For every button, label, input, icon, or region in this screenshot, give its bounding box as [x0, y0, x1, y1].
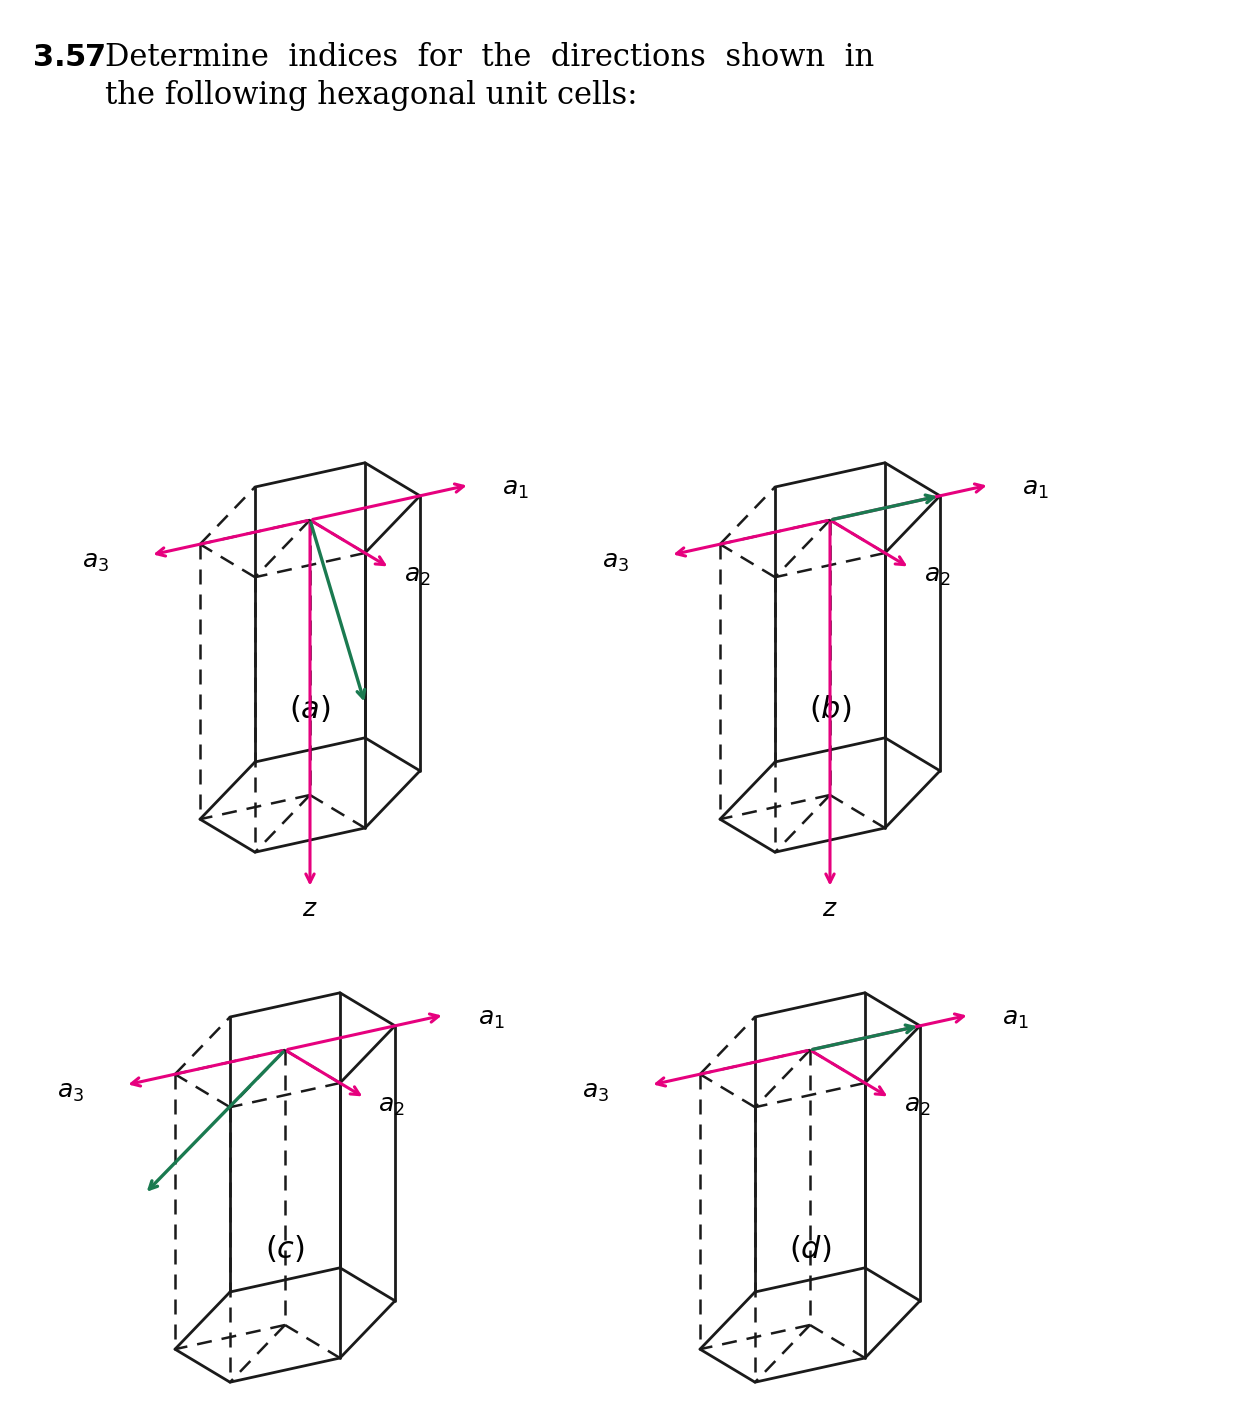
- Text: $a_3$: $a_3$: [582, 1081, 609, 1104]
- Text: $a_1$: $a_1$: [1023, 477, 1049, 501]
- Text: $a_2$: $a_2$: [404, 565, 430, 587]
- Text: $z$: $z$: [303, 898, 318, 921]
- Text: $a_1$: $a_1$: [477, 1008, 505, 1031]
- Text: $a_2$: $a_2$: [903, 1094, 931, 1118]
- Text: $a_2$: $a_2$: [379, 1094, 405, 1118]
- Text: $(a)$: $(a)$: [289, 694, 331, 725]
- Text: $(d)$: $(d)$: [789, 1235, 831, 1266]
- Text: Determine  indices  for  the  directions  shown  in: Determine indices for the directions sho…: [105, 42, 875, 73]
- Text: $a_1$: $a_1$: [502, 477, 530, 501]
- Text: $\mathbf{3.57}$: $\mathbf{3.57}$: [32, 42, 106, 73]
- Text: $z$: $z$: [822, 898, 837, 921]
- Text: $a_2$: $a_2$: [923, 565, 951, 587]
- Text: $a_3$: $a_3$: [602, 551, 629, 574]
- Text: $(c)$: $(c)$: [265, 1235, 305, 1266]
- Text: $a_3$: $a_3$: [82, 551, 110, 574]
- Text: $a_3$: $a_3$: [57, 1081, 85, 1104]
- Text: $a_1$: $a_1$: [1003, 1008, 1029, 1031]
- Text: $(b)$: $(b)$: [809, 694, 851, 725]
- Text: the following hexagonal unit cells:: the following hexagonal unit cells:: [105, 80, 638, 111]
